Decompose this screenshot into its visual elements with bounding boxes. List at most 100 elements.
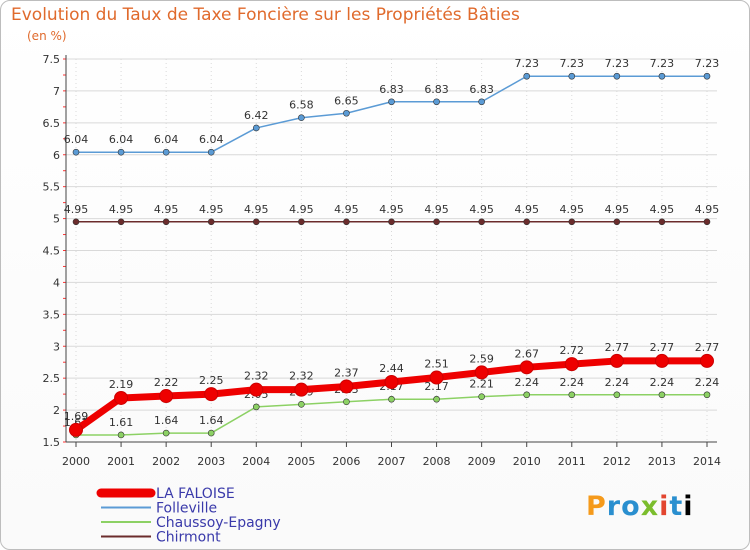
data-label: 6.42 — [244, 109, 269, 122]
y-tick-label: 7 — [53, 85, 60, 98]
x-tick-label: 2011 — [558, 455, 586, 468]
data-point — [298, 114, 305, 122]
data-label: 1.64 — [199, 414, 224, 427]
x-tick-label: 2008 — [423, 455, 451, 468]
data-label: 4.95 — [334, 203, 359, 216]
data-point — [117, 431, 125, 439]
data-label: 2.77 — [650, 341, 675, 354]
data-point — [568, 72, 576, 80]
data-label: 4.95 — [424, 203, 449, 216]
data-point — [252, 218, 260, 226]
logo-letter: r — [606, 491, 622, 522]
x-tick-label: 2013 — [648, 455, 676, 468]
data-point — [568, 218, 576, 226]
data-point — [72, 218, 80, 226]
data-label: 2.24 — [695, 376, 720, 389]
data-label: 6.83 — [424, 83, 449, 96]
data-label: 2.32 — [244, 370, 269, 383]
data-point — [478, 393, 485, 400]
x-tick-label: 2004 — [242, 455, 270, 468]
data-point — [613, 218, 621, 226]
data-point — [388, 98, 395, 106]
data-label: 4.95 — [199, 203, 224, 216]
data-point — [478, 218, 485, 226]
data-label: 6.83 — [469, 83, 494, 96]
chart-unit: (en %) — [27, 29, 67, 43]
y-tick-label: 2 — [53, 404, 60, 417]
data-point — [523, 218, 531, 226]
data-point — [388, 395, 395, 403]
x-tick-label: 2003 — [197, 455, 225, 468]
logo-letter: i — [659, 491, 670, 522]
data-label: 2.72 — [560, 344, 585, 357]
data-label: 4.95 — [650, 203, 675, 216]
data-point — [69, 422, 83, 437]
data-point — [207, 148, 215, 156]
data-label: 7.23 — [514, 57, 539, 70]
data-label: 2.59 — [469, 352, 494, 365]
data-label: 2.19 — [109, 378, 134, 391]
chart-title: Evolution du Taux de Taxe Foncière sur l… — [11, 5, 520, 25]
data-point — [252, 124, 260, 132]
data-label: 4.95 — [154, 203, 179, 216]
data-point — [162, 429, 170, 437]
data-label: 1.64 — [154, 414, 179, 427]
y-tick-label: 5 — [53, 213, 60, 226]
data-point — [658, 218, 666, 226]
data-point — [658, 391, 666, 399]
data-label: 6.04 — [64, 133, 89, 146]
logo-letter: i — [683, 491, 694, 522]
data-point — [474, 365, 489, 380]
proxiti-logo: Proxiti — [586, 491, 694, 522]
data-label: 2.24 — [650, 376, 675, 389]
y-tick-label: 5.5 — [43, 181, 61, 194]
legend-label: Folleville — [156, 501, 217, 517]
data-point — [433, 218, 440, 226]
data-label: 1.69 — [64, 410, 89, 423]
data-label: 6.04 — [109, 133, 134, 146]
y-tick-label: 4 — [53, 276, 60, 289]
data-label: 2.77 — [605, 341, 630, 354]
logo-letter: t — [669, 491, 684, 522]
data-label: 7.23 — [650, 57, 675, 70]
data-point — [568, 391, 576, 399]
y-tick-label: 6.5 — [43, 117, 61, 130]
data-label: 2.21 — [469, 378, 494, 391]
data-label: 4.95 — [695, 203, 720, 216]
y-tick-label: 3 — [53, 340, 60, 353]
data-label: 4.95 — [289, 203, 314, 216]
data-point — [343, 398, 350, 406]
y-tick-label: 6 — [53, 149, 60, 162]
data-label: 4.95 — [244, 203, 269, 216]
data-point — [523, 72, 531, 80]
data-point — [433, 395, 440, 403]
data-point — [252, 403, 260, 411]
x-tick-label: 2000 — [62, 455, 90, 468]
y-tick-label: 2.5 — [43, 372, 61, 385]
data-label: 7.23 — [605, 57, 630, 70]
data-label: 2.22 — [154, 376, 179, 389]
x-tick-label: 2010 — [513, 455, 541, 468]
data-label: 6.04 — [154, 133, 179, 146]
data-label: 4.95 — [514, 203, 539, 216]
data-label: 4.95 — [605, 203, 630, 216]
data-label: 2.44 — [379, 362, 404, 375]
data-point — [519, 360, 534, 375]
data-point — [72, 148, 80, 156]
data-label: 1.61 — [109, 416, 134, 429]
data-label: 7.23 — [695, 57, 720, 70]
data-point — [117, 218, 125, 226]
data-point — [159, 389, 174, 404]
data-point — [339, 379, 354, 394]
data-point — [298, 401, 305, 408]
data-label: 6.83 — [379, 83, 404, 96]
data-point — [478, 98, 485, 106]
data-label: 2.24 — [605, 376, 630, 389]
y-tick-label: 3.5 — [43, 308, 61, 321]
logo-letter: P — [586, 491, 607, 522]
data-label: 4.95 — [379, 203, 404, 216]
data-label: 2.24 — [514, 376, 539, 389]
data-label: 4.95 — [109, 203, 134, 216]
data-label: 6.04 — [199, 133, 224, 146]
